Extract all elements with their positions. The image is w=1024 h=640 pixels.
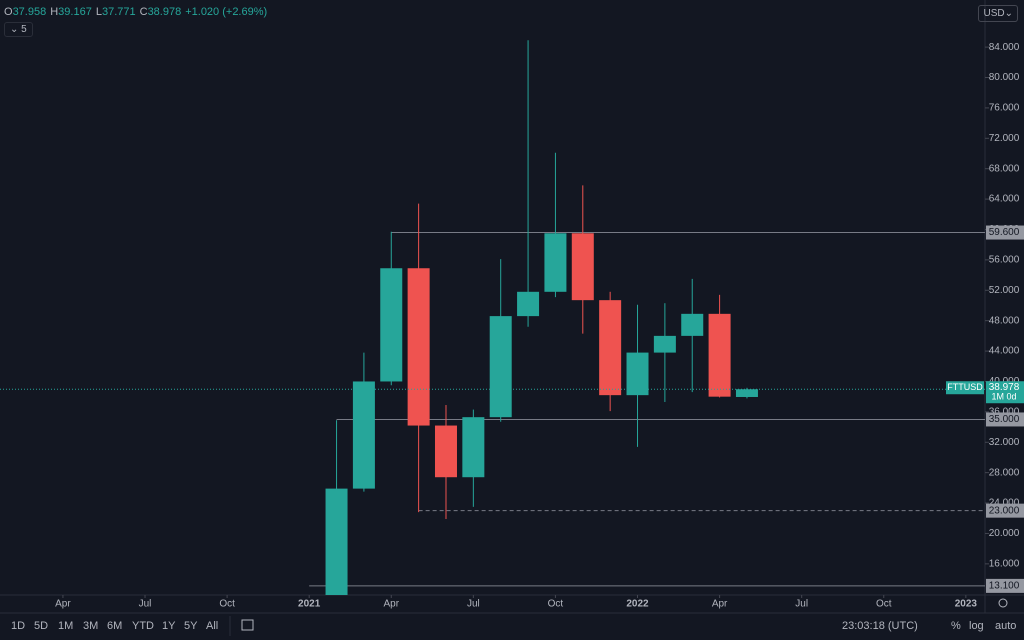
date-range-icon[interactable] — [241, 619, 254, 631]
ohlc-value: 38.978 — [147, 6, 182, 18]
candle-body — [407, 268, 430, 426]
candle-body — [434, 425, 457, 478]
x-tick-label: 2023 — [955, 599, 978, 610]
plot-area — [309, 40, 985, 595]
candle-body — [462, 417, 485, 478]
clock: 23:03:18 (UTC) — [842, 620, 918, 632]
scale-option[interactable]: auto — [995, 620, 1017, 632]
y-tick-label: 32.000 — [989, 437, 1020, 448]
y-tick-label: 36.000 — [989, 407, 1020, 418]
price-label: 38.978 — [989, 382, 1020, 393]
candle-body — [571, 233, 594, 301]
range-button[interactable]: 6M — [107, 620, 123, 632]
x-tick-label: Jul — [139, 599, 152, 610]
level-label-box — [986, 503, 1024, 518]
range-button[interactable]: 5D — [34, 620, 49, 632]
candle-body — [735, 389, 758, 397]
y-tick-label: 28.000 — [989, 467, 1020, 478]
range-button[interactable]: 1Y — [162, 620, 176, 632]
y-tick-label: 84.000 — [989, 42, 1020, 53]
level-label-box — [986, 225, 1024, 240]
x-tick-label: Apr — [55, 599, 71, 610]
interval-countdown: 1M 0d — [991, 392, 1016, 402]
x-tick-label: 2022 — [626, 599, 649, 610]
scale-option[interactable]: log — [969, 620, 984, 632]
ohlc-key: C — [139, 6, 148, 18]
range-button[interactable]: YTD — [132, 620, 154, 632]
x-tick-label: Oct — [876, 599, 892, 610]
y-tick-label: 48.000 — [989, 315, 1020, 326]
ohlc-value: 37.771 — [101, 6, 136, 18]
ohlc-key: O — [4, 6, 13, 18]
range-button[interactable]: 5Y — [184, 620, 198, 632]
series-name: FTTUSD — [947, 382, 983, 392]
ohlc-value: 39.167 — [58, 6, 92, 18]
candle-body — [489, 316, 512, 418]
candle-body — [653, 335, 676, 353]
candle-body — [708, 313, 731, 397]
change: +1.020 (+2.69%) — [185, 6, 268, 18]
y-tick-label: 44.000 — [989, 346, 1020, 357]
x-tick-label: Apr — [383, 599, 399, 610]
x-tick-label: Apr — [712, 599, 728, 610]
candle-body — [681, 313, 704, 336]
x-tick-label: Jul — [795, 599, 808, 610]
ohlc-key: H — [50, 6, 59, 18]
x-tick-label: Oct — [219, 599, 235, 610]
x-tick-label: Jul — [467, 599, 480, 610]
y-tick-label: 68.000 — [989, 163, 1020, 174]
currency-select[interactable]: USD⌄ — [978, 5, 1018, 22]
y-tick-label: 76.000 — [989, 103, 1020, 114]
candle-body — [380, 268, 403, 382]
y-tick-label: 80.000 — [989, 72, 1020, 83]
price-label-box — [986, 381, 1024, 404]
range-button[interactable]: 3M — [83, 620, 99, 632]
y-tick-label: 20.000 — [989, 528, 1020, 539]
series-name-box — [946, 381, 984, 395]
indicators-toggle[interactable]: ⌄ 5 — [4, 22, 33, 37]
level-label: 13.100 — [989, 581, 1020, 592]
level-label: 23.000 — [989, 505, 1020, 516]
y-tick-label: 16.000 — [989, 558, 1020, 569]
candle-body — [626, 352, 649, 396]
y-tick-label: 72.000 — [989, 133, 1020, 144]
level-label: 35.000 — [989, 414, 1020, 425]
x-tick-label: 2021 — [298, 599, 321, 610]
y-tick-label: 52.000 — [989, 285, 1020, 296]
indicator-count: 5 — [21, 24, 27, 35]
level-label: 59.600 — [989, 227, 1020, 238]
candle-body — [517, 291, 540, 317]
candle-body — [599, 300, 622, 396]
candle-body — [544, 233, 567, 292]
candle-body — [352, 381, 375, 489]
range-button[interactable]: 1D — [11, 620, 26, 632]
range-button[interactable]: 1M — [58, 620, 74, 632]
ohlc-key: L — [95, 6, 102, 18]
y-tick-label: 24.000 — [989, 498, 1020, 509]
ohlc-legend: O37.958 H39.167 L37.771 C38.978 +1.020 (+2.6… — [4, 6, 271, 18]
y-tick-label: 56.000 — [989, 255, 1020, 266]
ohlc-value: 37.958 — [12, 6, 47, 18]
level-label-box — [986, 578, 1024, 593]
currency: USD — [983, 8, 1005, 19]
scale-option[interactable]: % — [951, 620, 961, 632]
candle-body — [325, 488, 348, 595]
y-tick-label: 64.000 — [989, 194, 1020, 205]
settings-icon[interactable] — [998, 598, 1008, 608]
range-button[interactable]: All — [206, 620, 219, 632]
level-label-box — [986, 412, 1024, 427]
x-tick-label: Oct — [548, 599, 564, 610]
